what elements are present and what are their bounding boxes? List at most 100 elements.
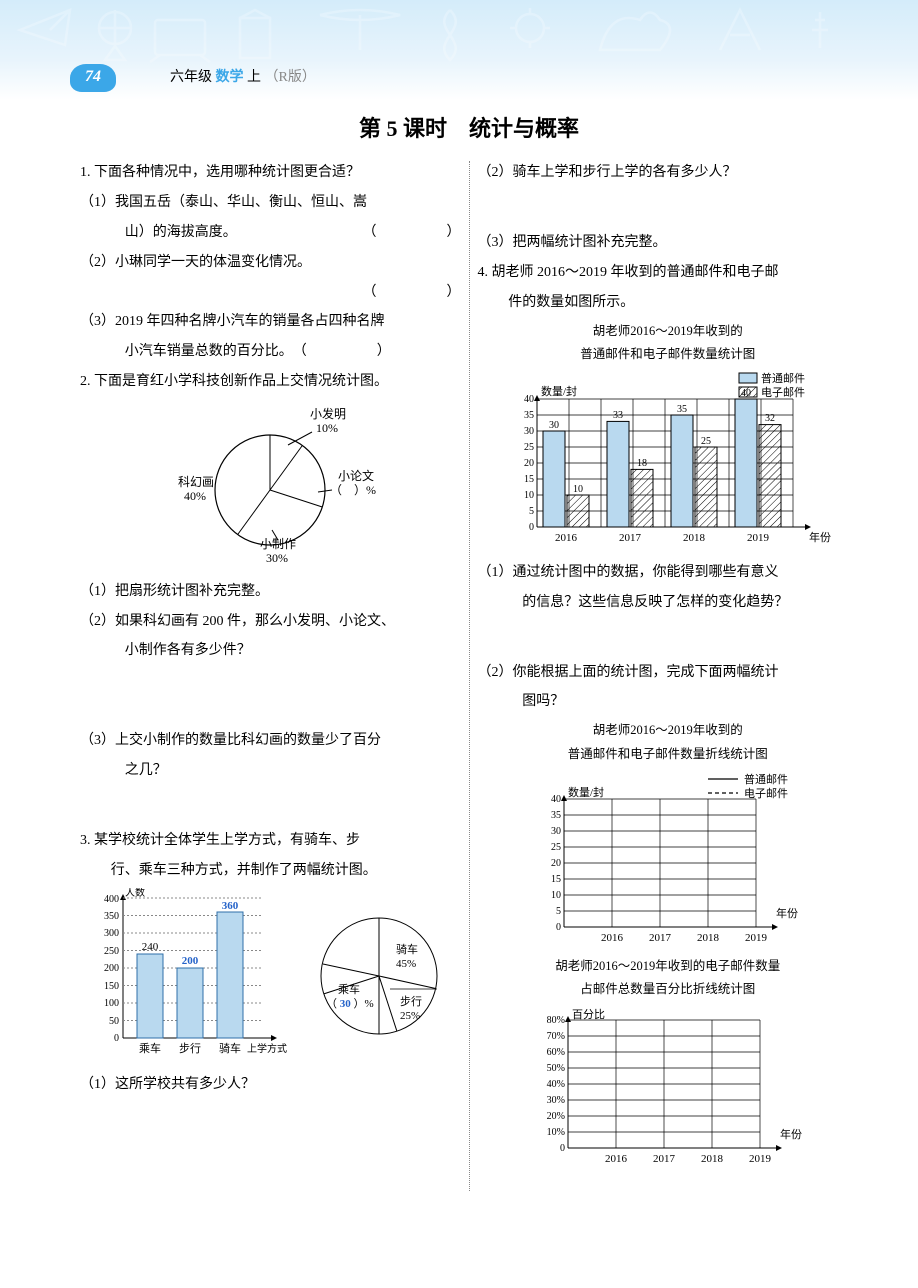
q4-chart3-svg: 百分比 年份 — [518, 1006, 818, 1181]
svg-text:100: 100 — [104, 998, 119, 1009]
svg-text:80%: 80% — [546, 1015, 564, 1026]
q2-3a: （3）上交小制作的数量比科幻画的数量少了百分 — [80, 729, 461, 753]
svg-text:45%: 45% — [396, 958, 416, 970]
q4c2-title-a: 胡老师2016～2019年收到的 — [478, 720, 859, 741]
q4-chart3: 百分比 年份 — [478, 1006, 859, 1181]
svg-text:25: 25 — [551, 842, 561, 853]
svg-text:0: 0 — [529, 522, 534, 533]
svg-text:2018: 2018 — [683, 532, 706, 544]
svg-text:30: 30 — [551, 826, 561, 837]
q4-1a: （1）通过统计图中的数据，你能得到哪些有意义 — [478, 561, 859, 585]
header-label: 六年级 数学 上 （R版） — [170, 66, 316, 90]
edition-label: （R版） — [265, 70, 316, 85]
svg-text:上学方式: 上学方式 — [247, 1042, 287, 1055]
svg-text:普通邮件: 普通邮件 — [744, 772, 788, 786]
svg-text:40%: 40% — [546, 1079, 564, 1090]
svg-text:150: 150 — [104, 981, 119, 992]
q3-3: （3）把两幅统计图补充完整。 — [478, 231, 859, 255]
svg-text:2019: 2019 — [745, 932, 768, 944]
content-area: 第 5 课时 统计与概率 1. 下面各种情况中，选用哪种统计图更合适？ （1）我… — [0, 100, 918, 1221]
q4c1-title-a: 胡老师2016～2019年收到的 — [478, 321, 859, 342]
svg-text:（ 30 ）%: （ 30 ）% — [326, 997, 374, 1010]
q1-stem: 1. 下面各种情况中，选用哪种统计图更合适？ — [80, 161, 461, 185]
q1-2-blank: （ ） — [363, 285, 461, 300]
svg-text:15: 15 — [524, 474, 534, 485]
svg-text:2016: 2016 — [555, 532, 578, 544]
svg-text:年份: 年份 — [809, 530, 831, 544]
svg-text:2017: 2017 — [649, 932, 672, 944]
left-column: 1. 下面各种情况中，选用哪种统计图更合适？ （1）我国五岳（泰山、华山、衡山、… — [80, 161, 461, 1191]
svg-text:2018: 2018 — [697, 932, 720, 944]
svg-text:数量/封: 数量/封 — [568, 785, 604, 799]
q3-stemb: 行、乘车三种方式，并制作了两幅统计图。 — [80, 859, 461, 883]
svg-text:百分比: 百分比 — [572, 1008, 605, 1021]
svg-text:0: 0 — [560, 1143, 565, 1154]
q2-pie-chart: 小发明 10% 小论文 （ ）% 小制作 30% 科幻画 40% — [80, 400, 461, 570]
svg-text:10: 10 — [573, 484, 583, 495]
page-number-badge: 74 — [70, 64, 116, 92]
pie-lbl-xzz-pct: 30% — [266, 551, 288, 565]
semester-label: 上 — [247, 70, 261, 85]
svg-text:普通邮件: 普通邮件 — [761, 371, 805, 385]
svg-text:骑车: 骑车 — [219, 1041, 241, 1055]
svg-text:240: 240 — [141, 941, 158, 953]
q4-1b: 的信息？这些信息反映了怎样的变化趋势？ — [478, 591, 859, 615]
q4-chart2-svg: 普通邮件 电子邮件 数量/封 年份 — [518, 771, 818, 946]
svg-text:400: 400 — [104, 894, 119, 905]
svg-text:40: 40 — [741, 388, 751, 399]
svg-text:10: 10 — [524, 490, 534, 501]
svg-text:35: 35 — [677, 404, 687, 415]
q4-2a: （2）你能根据上面的统计图，完成下面两幅统计 — [478, 661, 859, 685]
svg-text:25%: 25% — [400, 1010, 420, 1022]
q1-3-blank: （ ） — [293, 340, 391, 364]
svg-text:0: 0 — [556, 922, 561, 933]
q3-bar: 0 50 100 150 200 250 300 350 400 人数 — [87, 888, 287, 1063]
svg-text:40: 40 — [551, 794, 561, 805]
q4-chart1: 普通邮件 电子邮件 数量/封 年份 — [478, 371, 859, 551]
svg-text:70%: 70% — [546, 1031, 564, 1042]
svg-text:2019: 2019 — [747, 532, 770, 544]
pie-lbl-xlw: 小论文 — [338, 468, 374, 483]
svg-text:35: 35 — [551, 810, 561, 821]
grade-label: 六年级 — [170, 70, 212, 85]
q1-1a: （1）我国五岳（泰山、华山、衡山、恒山、嵩 — [80, 191, 461, 215]
svg-text:360: 360 — [221, 900, 238, 912]
q1-3b: 小汽车销量总数的百分比。 — [125, 340, 293, 364]
svg-text:2017: 2017 — [653, 1153, 676, 1165]
q3-pie: 骑车 45% 步行 25% 乘车 （ 30 ）% — [304, 901, 454, 1051]
pie-lbl-xlw-pct: （ ）% — [330, 483, 376, 497]
pie-svg-q2: 小发明 10% 小论文 （ ）% 小制作 30% 科幻画 40% — [160, 400, 380, 570]
q1-1b: 山）的海拔高度。 — [125, 221, 237, 245]
svg-text:2017: 2017 — [619, 532, 642, 544]
svg-text:50: 50 — [109, 1016, 119, 1027]
q4-stemb: 件的数量如图所示。 — [478, 291, 859, 315]
svg-text:60%: 60% — [546, 1047, 564, 1058]
q4c2-title-b: 普通邮件和电子邮件数量折线统计图 — [478, 744, 859, 765]
svg-text:乘车: 乘车 — [139, 1041, 161, 1055]
svg-text:20: 20 — [524, 458, 534, 469]
svg-text:年份: 年份 — [780, 1127, 802, 1141]
svg-text:20: 20 — [551, 858, 561, 869]
svg-text:乘车: 乘车 — [338, 982, 360, 996]
svg-text:10: 10 — [551, 890, 561, 901]
q2-2b: 小制作各有多少件？ — [80, 639, 461, 663]
subject-label: 数学 — [216, 70, 244, 85]
svg-text:0: 0 — [114, 1033, 119, 1044]
svg-text:骑车: 骑车 — [396, 942, 418, 956]
header-doodles — [0, 0, 918, 100]
svg-text:步行: 步行 — [179, 1042, 201, 1055]
svg-text:2016: 2016 — [605, 1153, 628, 1165]
svg-text:35: 35 — [524, 410, 534, 421]
svg-text:15: 15 — [551, 874, 561, 885]
q3-2: （2）骑车上学和步行上学的各有多少人？ — [478, 161, 859, 185]
svg-text:25: 25 — [524, 442, 534, 453]
q2-stem: 2. 下面是育红小学科技创新作品上交情况统计图。 — [80, 370, 461, 394]
q4c3-title-b: 占邮件总数量百分比折线统计图 — [478, 979, 859, 1000]
q4c1-title-b: 普通邮件和电子邮件数量统计图 — [478, 344, 859, 365]
q3-bar-ylabel: 人数 — [125, 888, 145, 899]
svg-text:2016: 2016 — [601, 932, 624, 944]
svg-text:200: 200 — [181, 955, 198, 967]
svg-text:250: 250 — [104, 946, 119, 957]
pie-lbl-khh: 科幻画 — [178, 475, 214, 489]
svg-text:350: 350 — [104, 911, 119, 922]
